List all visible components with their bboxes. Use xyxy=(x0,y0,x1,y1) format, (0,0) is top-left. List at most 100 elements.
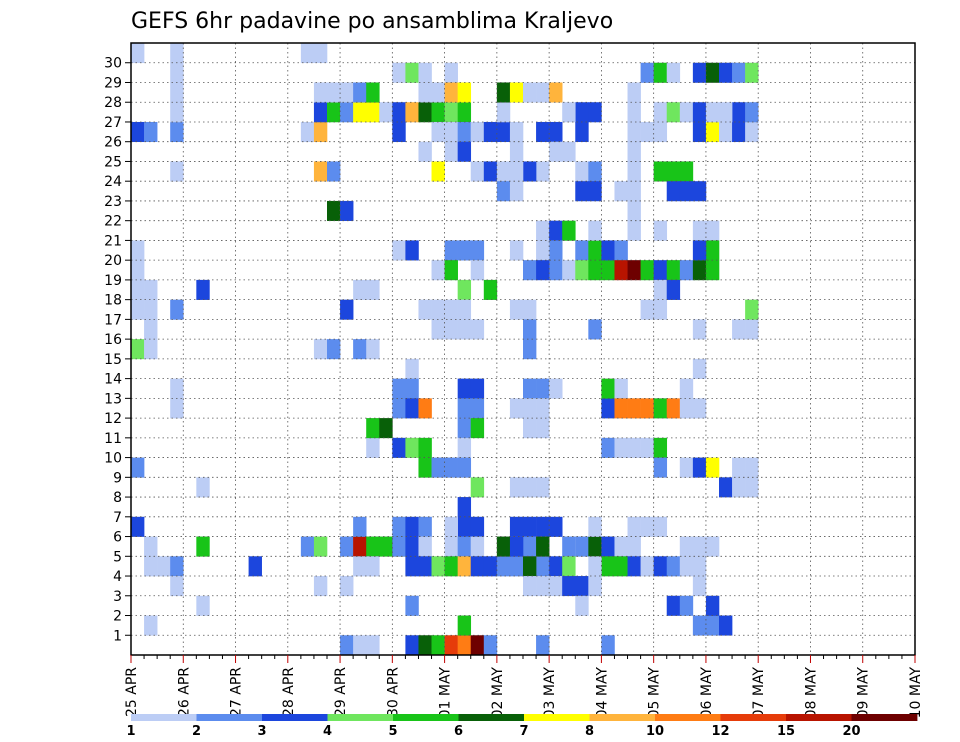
heatmap-cell xyxy=(444,536,458,557)
heatmap-cell xyxy=(692,536,707,557)
y-tick-label: 18 xyxy=(104,293,122,309)
heatmap-cell xyxy=(627,437,641,458)
y-tick-label: 25 xyxy=(104,154,122,170)
heatmap-cell xyxy=(405,635,419,656)
heatmap-cell xyxy=(418,141,432,162)
heatmap-cell xyxy=(131,240,145,261)
heatmap-cell xyxy=(470,260,485,281)
heatmap-cell xyxy=(536,516,550,537)
y-tick-label: 10 xyxy=(104,451,122,467)
heatmap-cell xyxy=(692,121,707,143)
heatmap-cell xyxy=(418,62,432,83)
heatmap-cell xyxy=(470,121,485,143)
heatmap-cell xyxy=(353,516,367,537)
heatmap-cell xyxy=(366,556,380,577)
heatmap-cell xyxy=(614,240,628,261)
heatmap-cell xyxy=(470,161,485,182)
heatmap-cell xyxy=(405,556,419,577)
heatmap-cell xyxy=(705,62,720,83)
heatmap-cell xyxy=(666,62,681,83)
heatmap-cell xyxy=(562,102,576,123)
heatmap-cell xyxy=(666,595,681,616)
heatmap-cell xyxy=(300,43,315,64)
heatmap-cell xyxy=(509,181,524,202)
heatmap-cell xyxy=(549,121,563,143)
heatmap-cell xyxy=(536,477,550,498)
heatmap-cell xyxy=(640,62,654,83)
heatmap-cell xyxy=(131,43,145,64)
heatmap-cell xyxy=(640,516,654,537)
y-tick-label: 24 xyxy=(104,174,122,190)
heatmap-cell xyxy=(170,299,184,320)
x-tick-label: 07 MAY xyxy=(751,667,767,719)
heatmap-cell xyxy=(144,556,158,577)
heatmap-cell xyxy=(444,121,458,143)
colorbar-label: 1 xyxy=(126,724,135,739)
heatmap-cell xyxy=(575,161,589,182)
heatmap-cell xyxy=(470,240,485,261)
y-tick-label: 1 xyxy=(113,628,122,644)
heatmap-cell xyxy=(457,141,472,162)
heatmap-cell xyxy=(405,102,419,123)
heatmap-cell xyxy=(705,240,720,261)
heatmap-cell xyxy=(483,121,498,143)
colorbar-segment xyxy=(524,714,590,721)
heatmap-cell xyxy=(483,556,498,577)
heatmap-cells xyxy=(131,43,759,656)
heatmap-cell xyxy=(653,161,668,182)
heatmap-cell xyxy=(575,240,589,261)
heatmap-cell xyxy=(679,260,694,281)
heatmap-cell xyxy=(457,497,472,518)
heatmap-cell xyxy=(418,635,432,656)
y-tick-label: 21 xyxy=(104,233,122,249)
heatmap-cell xyxy=(131,260,145,281)
y-tick-label: 26 xyxy=(104,135,122,151)
heatmap-cell xyxy=(340,200,354,221)
heatmap-cell xyxy=(418,457,432,478)
heatmap-cell xyxy=(627,200,641,221)
heatmap-cell xyxy=(588,536,602,557)
x-tick-label: 27 APR xyxy=(229,667,245,717)
heatmap-cell xyxy=(366,102,380,123)
heatmap-cell xyxy=(418,398,432,419)
heatmap-cell xyxy=(313,121,328,143)
heatmap-cell xyxy=(431,457,445,478)
heatmap-cell xyxy=(536,635,550,656)
heatmap-cell xyxy=(470,635,485,656)
heatmap-cell xyxy=(679,457,694,478)
heatmap-cell xyxy=(509,556,524,577)
heatmap-cell xyxy=(692,319,707,340)
heatmap-cell xyxy=(340,102,354,123)
colorbar-segment xyxy=(720,714,787,721)
heatmap-cell xyxy=(313,102,328,123)
heatmap-cell xyxy=(640,121,654,143)
heatmap-cell xyxy=(653,121,668,143)
heatmap-cell xyxy=(549,260,563,281)
heatmap-cell xyxy=(509,536,524,557)
heatmap-cell xyxy=(627,260,641,281)
y-tick-label: 23 xyxy=(104,194,122,210)
heatmap-cell xyxy=(418,536,432,557)
heatmap-cell xyxy=(653,260,668,281)
heatmap-cell xyxy=(640,299,654,320)
heatmap-cell xyxy=(627,398,641,419)
heatmap-cell xyxy=(601,556,615,577)
y-tick-label: 9 xyxy=(113,470,122,486)
heatmap-cell xyxy=(745,121,759,143)
colorbar-segment xyxy=(851,714,918,721)
heatmap-cell xyxy=(313,161,328,182)
heatmap-cell xyxy=(732,121,746,143)
heatmap-cell xyxy=(418,556,432,577)
heatmap-cell xyxy=(601,378,615,399)
heatmap-cell xyxy=(745,319,759,340)
heatmap-cell xyxy=(719,477,733,498)
heatmap-cell xyxy=(679,378,694,399)
chart-title: GEFS 6hr padavine po ansamblima Kraljevo xyxy=(131,9,613,34)
heatmap-cell xyxy=(392,516,406,537)
heatmap-cell xyxy=(536,161,550,182)
heatmap-cell xyxy=(653,457,668,478)
heatmap-cell xyxy=(536,556,550,577)
x-tick-label: 04 MAY xyxy=(594,667,610,719)
colorbar: 1 2 3 4 5 6 7 8 10 12 15 20 xyxy=(126,714,918,739)
